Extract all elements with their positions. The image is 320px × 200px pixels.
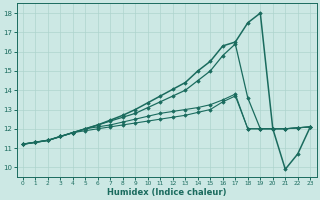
X-axis label: Humidex (Indice chaleur): Humidex (Indice chaleur): [107, 188, 226, 197]
